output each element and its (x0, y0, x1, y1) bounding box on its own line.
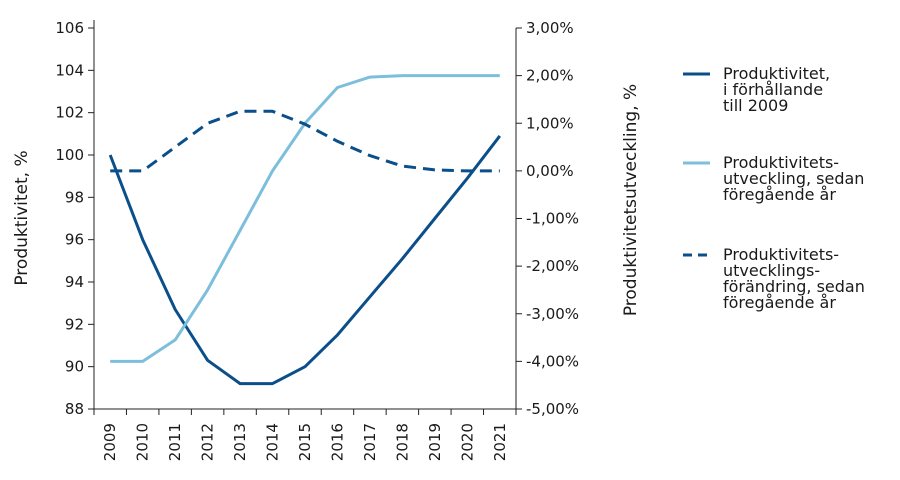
right-tick-label: 0,00% (526, 162, 574, 180)
right-tick-label: -5,00% (526, 400, 579, 418)
x-tick-label: 2009 (101, 423, 119, 461)
right-tick-label: 2,00% (526, 67, 574, 85)
legend-label-2: föregående år (723, 185, 836, 204)
axes: 88 90 92 94 96 98 100 102 104 106 -5,00% -4,00% -3,0… (12, 19, 641, 461)
series-line-2 (110, 74, 500, 363)
series-line-1 (108, 134, 501, 386)
right-tick-label: -2,00% (526, 257, 579, 275)
left-tick-label: 102 (55, 104, 84, 122)
left-axis-title: Produktivitet, % (12, 150, 32, 285)
right-tick-label: -1,00% (526, 210, 579, 228)
left-tick-label: 96 (65, 231, 84, 249)
x-tick-label: 2010 (134, 423, 152, 461)
series-line-3 (110, 109, 500, 173)
legend-label-3: Produktivitets- (723, 245, 839, 264)
x-tick-label: 2018 (393, 423, 411, 461)
left-tick-label: 98 (65, 188, 84, 206)
x-tick-label: 2021 (491, 423, 509, 461)
left-tick-label: 90 (65, 358, 84, 376)
x-tick-label: 2011 (166, 423, 184, 461)
left-tick-label: 106 (55, 19, 84, 37)
x-tick-label: 2013 (231, 423, 249, 461)
right-tick-label: 1,00% (526, 114, 574, 132)
left-tick-label: 100 (55, 146, 84, 164)
legend-label-1: Produktivitet, (723, 64, 830, 83)
right-axis-title: Produktivitetsutveckling, % (621, 84, 641, 316)
legend-label-2: utveckling, sedan (723, 169, 864, 188)
x-tick-label: 2014 (264, 423, 282, 461)
left-tick-label: 92 (65, 315, 84, 333)
left-tick-label: 104 (55, 61, 84, 79)
x-tick-label: 2015 (296, 423, 314, 461)
left-tick-label: 94 (65, 273, 84, 291)
x-tick-label: 2019 (426, 423, 444, 461)
legend-label-3: förändring, sedan (723, 277, 865, 296)
legend-label-3: utvecklings- (723, 261, 820, 280)
right-tick-label: 3,00% (526, 19, 574, 37)
series-group (108, 74, 501, 386)
x-tick-label: 2020 (458, 423, 476, 461)
left-tick-label: 88 (65, 400, 84, 418)
legend-label-2: Produktivitets- (723, 153, 839, 172)
x-tick-label: 2012 (199, 423, 217, 461)
x-tick-label: 2017 (361, 423, 379, 461)
right-tick-label: -4,00% (526, 352, 579, 370)
x-tick-label: 2016 (328, 423, 346, 461)
right-tick-label: -3,00% (526, 305, 579, 323)
legend-label-3: föregående år (723, 293, 836, 312)
legend-label-1: i förhållande (723, 80, 823, 99)
legend-label-1: till 2009 (723, 96, 788, 115)
